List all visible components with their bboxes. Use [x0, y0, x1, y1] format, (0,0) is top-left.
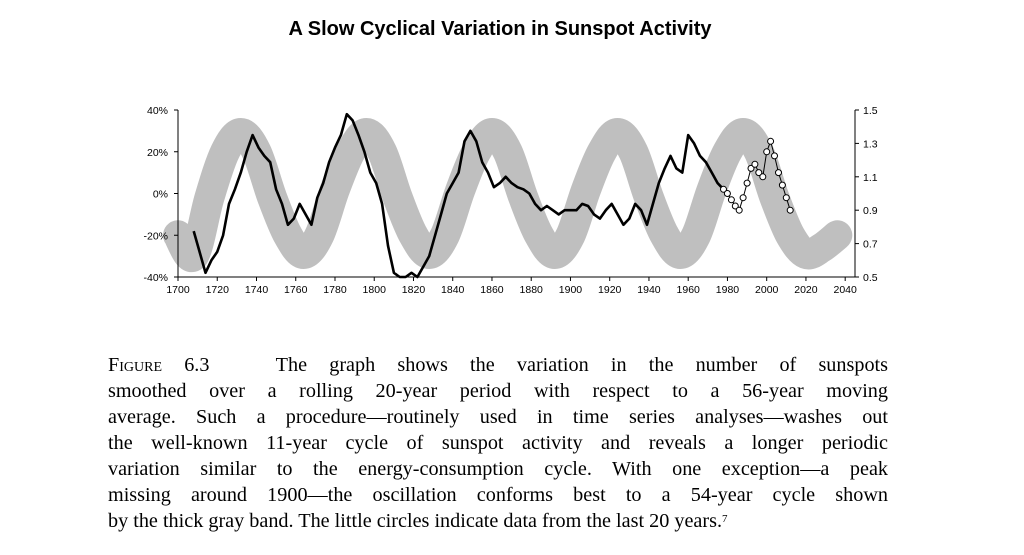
- recent-data-markers: [720, 137, 794, 214]
- x-tick-label-1800: 1800: [363, 284, 387, 296]
- left-tick-label-4: -40%: [143, 272, 168, 284]
- x-tick-label-1760: 1760: [284, 284, 308, 296]
- x-tick-label-1940: 1940: [637, 284, 661, 296]
- recent-data-point-6: [743, 179, 751, 187]
- recent-data-point-13: [771, 152, 778, 160]
- left-tick-label-1: 20%: [147, 147, 168, 159]
- chart-title: A Slow Cyclical Variation in Sunspot Act…: [288, 18, 712, 40]
- x-tick-label-1880: 1880: [520, 284, 544, 296]
- x-tick-label-1960: 1960: [677, 284, 701, 296]
- recent-data-point-11: [763, 148, 771, 156]
- recent-data-point-5: [739, 194, 747, 202]
- left-tick-label-2: 0%: [153, 189, 168, 201]
- caption-line-2: smoothed over a rolling 20-year period w…: [108, 380, 888, 402]
- right-tick-label-0: 1.5: [863, 105, 878, 117]
- recent-data-point-14: [775, 169, 782, 177]
- recent-data-point-0: [720, 185, 727, 193]
- x-tick-label-1720: 1720: [206, 284, 230, 296]
- sunspot-chart: 1700 1720 1740 1760 1780 1800 1820 1840 1860 1880…: [143, 105, 877, 296]
- sunspot-series-line: [192, 112, 725, 279]
- recent-data-point-15: [778, 181, 786, 189]
- caption-line-5: variation similar to the energy-consumpt…: [108, 458, 888, 480]
- x-tick-label-1740: 1740: [245, 284, 269, 296]
- recent-data-point-12: [767, 137, 775, 145]
- recent-data-point-7: [747, 164, 755, 172]
- x-tick-label-1860: 1860: [480, 284, 504, 296]
- axes: 1700 1720 1740 1760 1780 1800 1820 1840 1860 1880…: [143, 105, 877, 296]
- caption-line-6: missing around 1900—the oscillation conf…: [108, 484, 888, 506]
- recent-data-point-1: [723, 190, 731, 197]
- x-tick-label-1900: 1900: [559, 284, 583, 296]
- recent-data-point-16: [782, 194, 790, 202]
- sunspot-line-layer: [192, 112, 725, 279]
- caption-line-3: average. Such a procedure—routinely used…: [108, 406, 888, 428]
- right-tick-label-2: 1.1: [863, 172, 878, 184]
- x-tick-label-1700: 1700: [166, 284, 190, 296]
- right-tick-label-1: 1.3: [863, 138, 878, 150]
- caption-line-4: the well-known 11-year cycle of sunspot …: [108, 432, 888, 454]
- x-tick-label-1920: 1920: [598, 284, 622, 296]
- right-tick-label-4: 0.7: [863, 239, 878, 251]
- caption-line-7: by the thick gray band. The little circl…: [108, 510, 728, 532]
- caption-line-1: Figure 6.3 The graph shows the variation…: [108, 354, 889, 376]
- recent-data-point-9: [755, 169, 763, 177]
- figure-label: Figure 6.3: [108, 354, 210, 376]
- x-tick-label-1980: 1980: [716, 284, 740, 296]
- recent-data-point-8: [751, 160, 759, 168]
- gray-band-series: [163, 118, 853, 273]
- left-tick-label-0: 40%: [147, 105, 168, 117]
- recent-data-point-3: [731, 202, 739, 210]
- gray-band-layer: [163, 118, 853, 273]
- x-tick-label-1780: 1780: [323, 284, 347, 296]
- left-tick-label-3: -20%: [143, 230, 168, 242]
- footnote-marker: 7: [722, 513, 728, 525]
- x-tick-label-2000: 2000: [755, 284, 779, 296]
- x-tick-label-1840: 1840: [441, 284, 465, 296]
- recent-data-point-2: [727, 196, 735, 204]
- right-tick-label-3: 0.9: [863, 205, 878, 217]
- x-tick-label-2040: 2040: [834, 284, 858, 296]
- x-tick-label-2020: 2020: [794, 284, 818, 296]
- right-tick-label-5: 0.5: [863, 272, 878, 284]
- recent-data-point-10: [759, 173, 767, 181]
- figure-caption: Figure 6.3 The graph shows the variation…: [108, 352, 888, 534]
- recent-data-point-4: [735, 206, 743, 214]
- recent-data-point-17: [786, 206, 794, 214]
- x-tick-label-1820: 1820: [402, 284, 426, 296]
